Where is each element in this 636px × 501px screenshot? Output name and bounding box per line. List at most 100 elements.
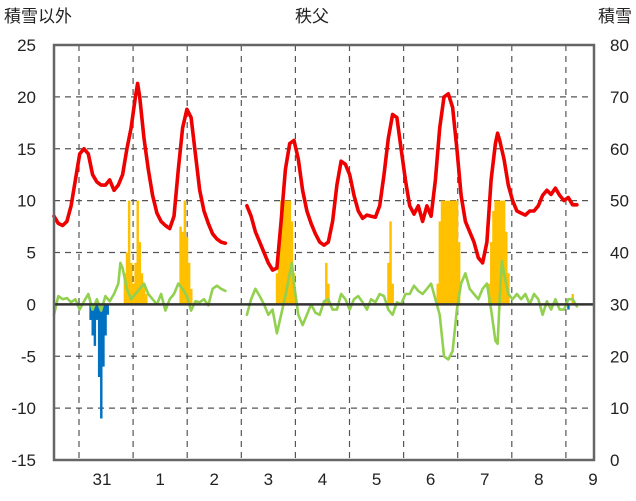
data-bar (282, 200, 285, 305)
data-bar (93, 304, 97, 346)
data-bar (445, 200, 448, 305)
left-tick-label: 10 (17, 192, 36, 211)
data-bar (567, 304, 570, 310)
x-tick-label: 9 (588, 470, 597, 489)
right-axis-title: 積雪 (598, 7, 632, 26)
data-bar (187, 262, 191, 305)
data-bar (277, 242, 281, 305)
data-bar (387, 262, 390, 305)
data-bar (132, 283, 135, 305)
right-tick-label: 50 (610, 192, 629, 211)
data-bar (389, 221, 392, 305)
x-tick-label: 3 (264, 470, 273, 489)
data-bar (95, 304, 99, 320)
data-bar (494, 200, 497, 305)
series-line (245, 92, 579, 272)
data-bar (438, 221, 442, 305)
data-bar (183, 200, 187, 305)
left-tick-label: 15 (17, 140, 36, 159)
data-bar (100, 304, 103, 419)
x-ticks: 31 1 2 3 4 5 6 7 8 9 (93, 470, 598, 489)
data-bar (440, 200, 444, 305)
data-bar (142, 283, 146, 305)
x-tick-label: 5 (372, 470, 381, 489)
line-series (52, 81, 579, 361)
x-tick-label: 2 (210, 470, 219, 489)
right-tick-label: 40 (610, 244, 629, 263)
data-bar (145, 294, 148, 305)
x-tick-label: 8 (534, 470, 543, 489)
data-bar (327, 283, 330, 305)
data-bar (492, 211, 495, 305)
data-bar (275, 273, 279, 305)
data-bar (453, 200, 457, 305)
x-tick-label: 7 (480, 470, 489, 489)
data-bar (134, 262, 137, 305)
data-bar (490, 242, 493, 305)
data-bar (284, 200, 287, 305)
left-tick-label: 25 (17, 36, 36, 55)
right-tick-label: 60 (610, 140, 629, 159)
right-tick-label: 80 (610, 36, 629, 55)
data-bar (447, 200, 450, 305)
left-tick-label: 20 (17, 88, 36, 107)
data-bar (104, 304, 107, 336)
data-bar (498, 200, 502, 305)
data-bar (286, 200, 289, 305)
data-bar (179, 226, 182, 305)
series-line (52, 261, 227, 317)
data-bar (185, 236, 189, 305)
series-line (52, 81, 228, 245)
data-bar (181, 231, 184, 305)
right-y-ticks: 80 70 60 50 40 30 20 10 0 (610, 36, 629, 470)
data-bar (455, 200, 459, 305)
left-tick-label: -10 (11, 399, 36, 418)
data-bar (106, 304, 109, 315)
data-bar (89, 304, 92, 320)
data-bar (136, 200, 139, 305)
left-tick-label: -5 (21, 347, 36, 366)
data-bar (496, 200, 499, 305)
data-bar (127, 200, 131, 305)
right-tick-label: 30 (610, 295, 629, 314)
data-bar (451, 200, 454, 305)
x-tick-label: 31 (93, 470, 112, 489)
right-tick-label: 20 (610, 347, 629, 366)
series-line (245, 259, 579, 361)
left-y-ticks: 25 20 15 10 5 0 -5 -10 -15 (11, 36, 36, 470)
data-bar (436, 283, 439, 305)
data-bar (102, 304, 105, 367)
data-bar (138, 242, 142, 305)
left-tick-label: -15 (11, 451, 36, 470)
data-bar (91, 304, 94, 336)
data-bar (449, 200, 452, 305)
data-bar (457, 242, 461, 305)
data-bar (130, 262, 133, 305)
data-bar (442, 200, 446, 305)
data-bar (500, 200, 504, 305)
data-bar (140, 273, 144, 305)
x-tick-label: 6 (426, 470, 435, 489)
plot-border (52, 43, 596, 462)
data-bar (288, 200, 292, 305)
data-bar (125, 252, 129, 305)
right-tick-label: 70 (610, 88, 629, 107)
right-tick-label: 10 (610, 399, 629, 418)
right-tick-label: 0 (610, 451, 619, 470)
data-bar (505, 231, 508, 305)
chart-title: 秩父 (295, 7, 329, 26)
left-tick-label: 0 (27, 295, 36, 314)
plot-frame (52, 43, 596, 462)
left-tick-label: 5 (27, 244, 36, 263)
data-bar (325, 262, 328, 305)
left-axis-title: 積雪以外 (4, 7, 72, 26)
data-bar (280, 200, 283, 305)
data-bar (502, 200, 506, 305)
data-bar (123, 273, 127, 305)
x-tick-label: 1 (155, 470, 164, 489)
data-bar (97, 304, 101, 377)
x-tick-label: 4 (318, 470, 327, 489)
data-bar (391, 283, 394, 305)
data-bar (190, 288, 193, 305)
